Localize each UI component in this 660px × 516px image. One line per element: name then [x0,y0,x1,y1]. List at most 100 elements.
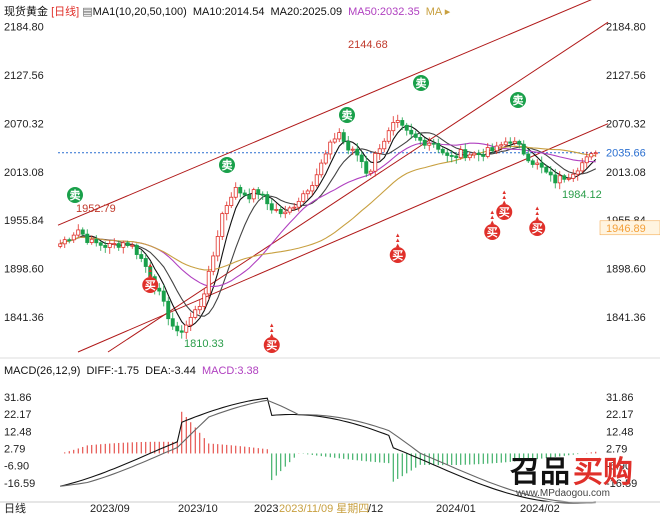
candle-body[interactable] [400,120,405,126]
candle-body[interactable] [449,155,454,157]
candle-body[interactable] [161,290,166,302]
candle-body[interactable] [593,152,598,155]
buy-signal[interactable] [263,337,280,353]
candle-body[interactable] [589,153,594,158]
candle-body[interactable] [157,287,162,292]
buy-signal[interactable] [529,220,546,236]
candle-body[interactable] [472,152,477,156]
candle-body[interactable] [202,293,207,307]
candle-body[interactable] [332,138,337,143]
candle-body[interactable] [98,242,103,246]
sell-signal[interactable] [339,107,355,123]
candle-body[interactable] [256,189,261,195]
candle-body[interactable] [62,239,67,245]
candle-body[interactable] [260,193,265,196]
candle-body[interactable] [566,177,571,180]
candle-body[interactable] [251,189,256,200]
candle-body[interactable] [445,152,450,156]
instrument-name[interactable]: 现货黄金 [4,6,48,18]
candle-body[interactable] [292,206,297,209]
ma-dropdown-icon[interactable]: ▤ [82,6,93,18]
candle-body[interactable] [431,142,436,145]
candle-body[interactable] [71,234,76,241]
candle-body[interactable] [544,166,549,173]
candle-body[interactable] [580,162,585,172]
candle-body[interactable] [467,154,472,159]
candle-body[interactable] [287,207,292,213]
candle-body[interactable] [521,143,526,155]
candle-body[interactable] [481,154,486,157]
candle-body[interactable] [535,162,540,165]
candle-body[interactable] [364,161,369,174]
candle-body[interactable] [130,244,135,247]
period-label[interactable]: [日线] [51,6,80,18]
candle-body[interactable] [134,244,139,255]
candle-body[interactable] [409,129,414,135]
candle-body[interactable] [314,174,319,186]
sell-signal[interactable] [219,157,235,173]
candle-body[interactable] [188,316,193,326]
candle-body[interactable] [562,175,567,180]
candle-body[interactable] [184,324,189,333]
candle-body[interactable] [139,254,144,259]
candle-body[interactable] [548,171,553,176]
period-tab[interactable]: 日线 [4,501,26,515]
candle-body[interactable] [395,120,400,123]
candle-body[interactable] [166,300,171,320]
candle-body[interactable] [85,233,90,243]
buy-signal[interactable] [484,224,501,240]
candle-body[interactable] [463,149,468,159]
candle-body[interactable] [494,145,499,152]
sell-signal[interactable] [67,187,83,203]
candle-body[interactable] [89,238,94,243]
candle-body[interactable] [179,330,184,333]
candle-body[interactable] [499,144,504,147]
candle-body[interactable] [512,140,517,144]
sell-signal[interactable] [510,92,526,108]
candle-body[interactable] [301,193,306,202]
candle-body[interactable] [170,318,175,327]
candle-body[interactable] [238,186,243,194]
candle-body[interactable] [215,236,220,257]
candle-body[interactable] [310,185,315,192]
candle-body[interactable] [116,243,121,248]
candle-body[interactable] [125,242,130,246]
candle-body[interactable] [328,141,333,155]
candle-body[interactable] [359,154,364,163]
candle-body[interactable] [206,270,211,295]
candle-body[interactable] [121,242,126,248]
candle-body[interactable] [247,194,252,200]
candle-body[interactable] [193,309,198,318]
candle-body[interactable] [242,192,247,196]
candle-body[interactable] [476,152,481,156]
candle-body[interactable] [148,266,153,278]
candle-body[interactable] [197,306,202,311]
candle-body[interactable] [175,325,180,332]
candle-body[interactable] [103,244,108,248]
candle-body[interactable] [557,175,562,184]
candle-body[interactable] [323,153,328,164]
candle-body[interactable] [107,243,112,248]
candle-body[interactable] [530,160,535,165]
candle-body[interactable] [80,229,85,235]
candle-body[interactable] [319,162,324,176]
ma-more-label[interactable]: MA [425,6,442,18]
candle-body[interactable] [436,143,441,150]
candle-body[interactable] [229,196,234,207]
candle-body[interactable] [368,170,373,174]
candle-body[interactable] [233,186,238,198]
candle-body[interactable] [553,174,558,184]
candle-body[interactable] [305,190,310,195]
candle-body[interactable] [341,132,346,142]
candle-body[interactable] [377,148,382,154]
candle-body[interactable] [269,203,274,211]
buy-signal[interactable] [496,204,513,220]
candle-body[interactable] [503,141,508,146]
candle-body[interactable] [355,148,360,156]
candle-body[interactable] [274,209,279,211]
candle-body[interactable] [454,155,459,159]
candle-body[interactable] [391,122,396,132]
candle-body[interactable] [220,213,225,237]
candle-body[interactable] [58,243,63,247]
candle-body[interactable] [458,149,463,159]
